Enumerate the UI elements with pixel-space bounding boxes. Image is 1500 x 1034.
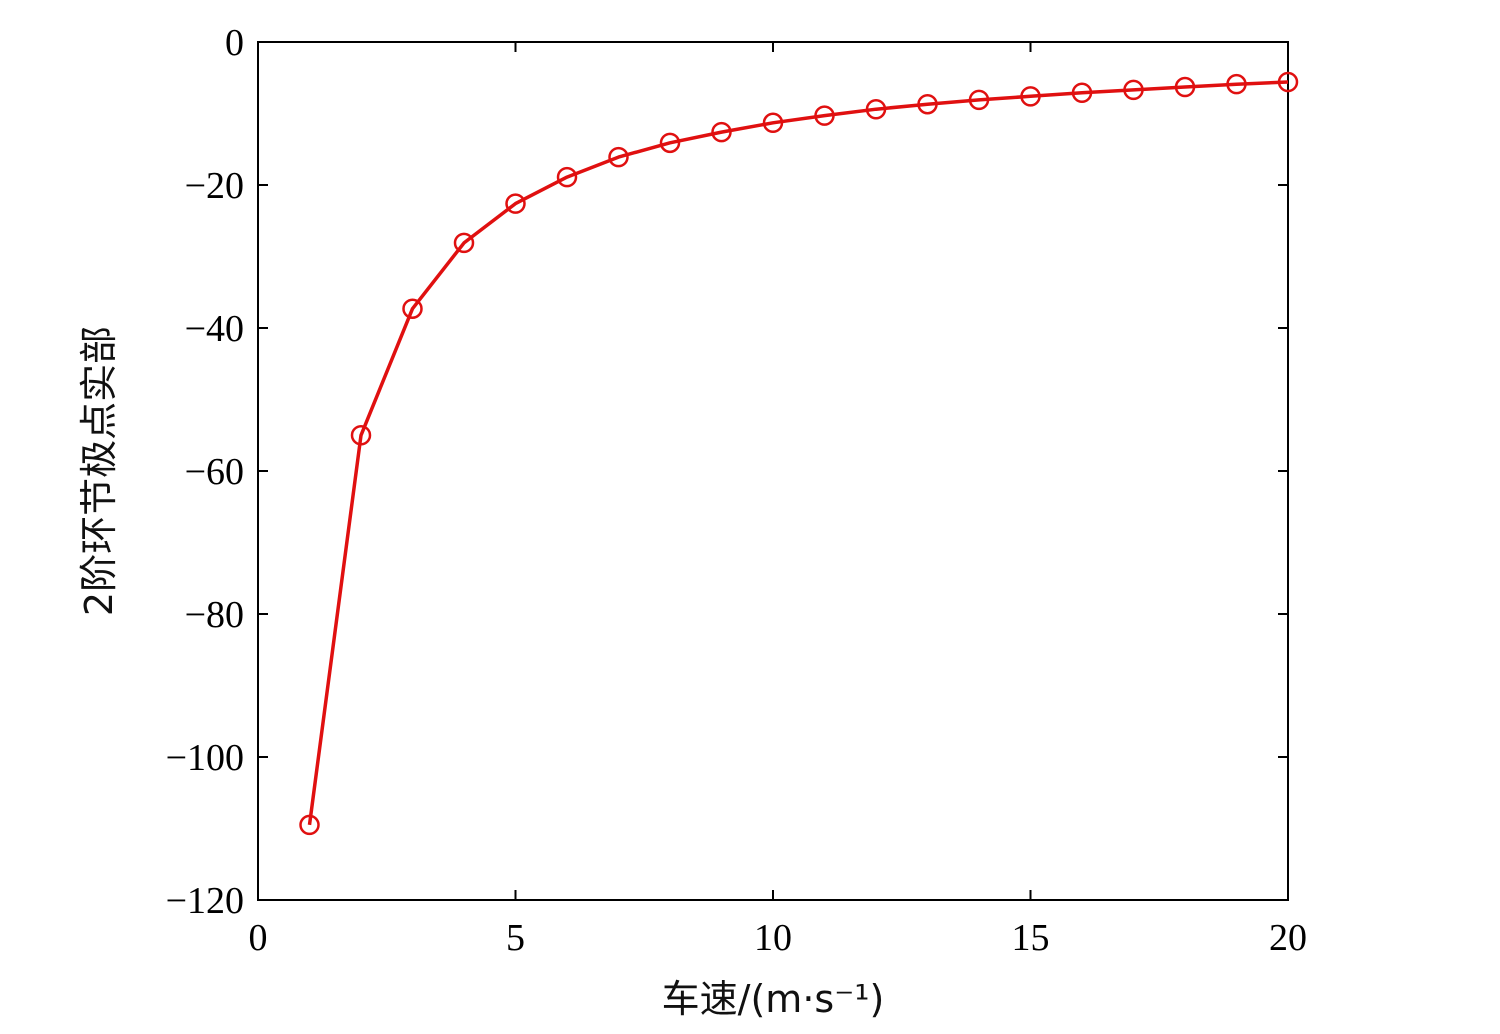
data-point: [659, 132, 681, 154]
data-point: [453, 232, 475, 254]
x-tick-label: 15: [1012, 917, 1050, 959]
data-point: [1123, 79, 1144, 101]
data-point: [505, 193, 526, 214]
data-point: [1174, 76, 1196, 98]
y-tick-label: −20: [185, 165, 244, 207]
x-axis-title: 车速/(m·s⁻¹): [662, 977, 885, 1021]
data-point: [402, 298, 423, 319]
data-point: [1226, 73, 1247, 95]
data-point: [762, 112, 784, 134]
axis-ticks: [257, 41, 1289, 901]
data-point: [1071, 82, 1093, 104]
data-point: [299, 814, 320, 836]
plot-frame: [257, 41, 1289, 901]
x-tick-label: 0: [249, 917, 268, 959]
x-tick-label: 10: [754, 917, 792, 959]
x-tick-label: 5: [506, 917, 525, 959]
series-group: [299, 71, 1299, 836]
data-point: [556, 166, 578, 188]
x-tick-label: 20: [1269, 917, 1307, 959]
y-tick-label: −60: [185, 451, 244, 493]
data-point: [608, 146, 629, 168]
y-axis-title: 2阶环节极点实部: [77, 326, 121, 616]
y-tick-label: −120: [166, 880, 244, 922]
data-point: [814, 105, 835, 126]
y-tick-label: −100: [166, 737, 244, 779]
y-tick-label: 0: [225, 22, 244, 64]
axis-tick-labels: 0 5 10 15 20 0 −20 −40 −60 −80 −100 −120: [166, 22, 1307, 959]
data-point: [1277, 71, 1299, 93]
y-tick-label: −80: [185, 594, 244, 636]
series-line: [307, 80, 1289, 826]
data-point: [711, 121, 732, 143]
y-tick-label: −40: [185, 308, 244, 350]
data-point: [350, 425, 372, 446]
data-point: [917, 93, 938, 115]
data-point: [865, 98, 887, 120]
data-point: [968, 89, 990, 111]
data-point: [1020, 86, 1041, 107]
